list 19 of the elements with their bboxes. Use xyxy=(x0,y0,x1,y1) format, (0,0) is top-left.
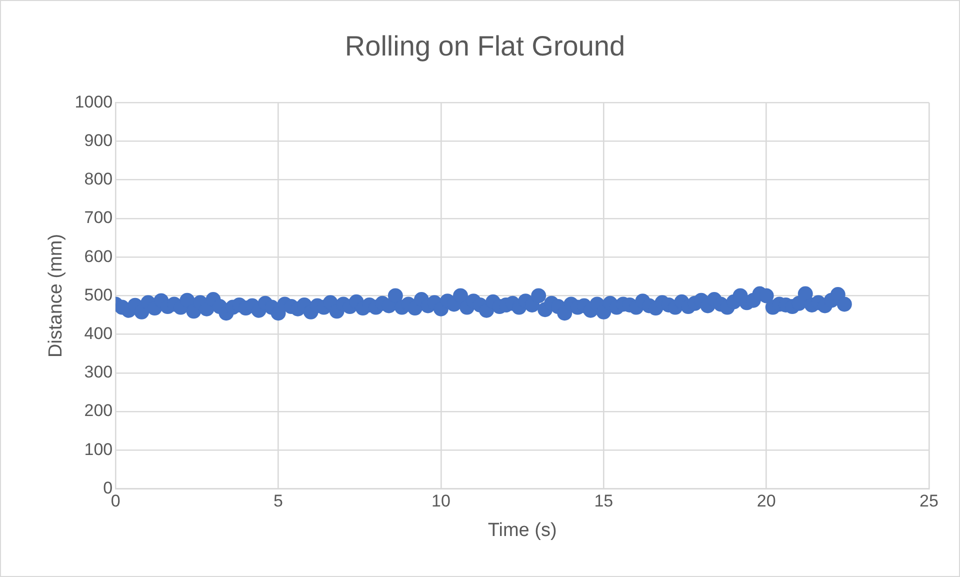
y-tick-label: 0 xyxy=(103,478,113,498)
chart-title: Rolling on Flat Ground xyxy=(344,30,626,62)
x-tick-label: 5 xyxy=(274,492,284,511)
y-tick-label: 900 xyxy=(84,130,113,150)
x-tick-label: 20 xyxy=(756,492,776,511)
y-tick-label: 400 xyxy=(84,324,113,344)
y-tick-label: 200 xyxy=(84,401,113,420)
y-tick-label: 100 xyxy=(84,440,113,459)
y-tick-label: 500 xyxy=(84,285,113,304)
y-tick-label: 1000 xyxy=(74,92,113,112)
x-tick-label: 10 xyxy=(432,492,450,511)
x-tick-label: 25 xyxy=(920,492,938,511)
y-tick-label: 700 xyxy=(84,208,113,228)
y-tick-label: 600 xyxy=(84,246,113,266)
y-tick-label: 800 xyxy=(84,170,113,189)
y-axis-title: Distance (mm) xyxy=(46,234,67,358)
x-tick-label: 15 xyxy=(594,492,614,511)
x-axis-title: Time (s) xyxy=(488,520,557,541)
y-tick-label: 300 xyxy=(84,362,113,382)
